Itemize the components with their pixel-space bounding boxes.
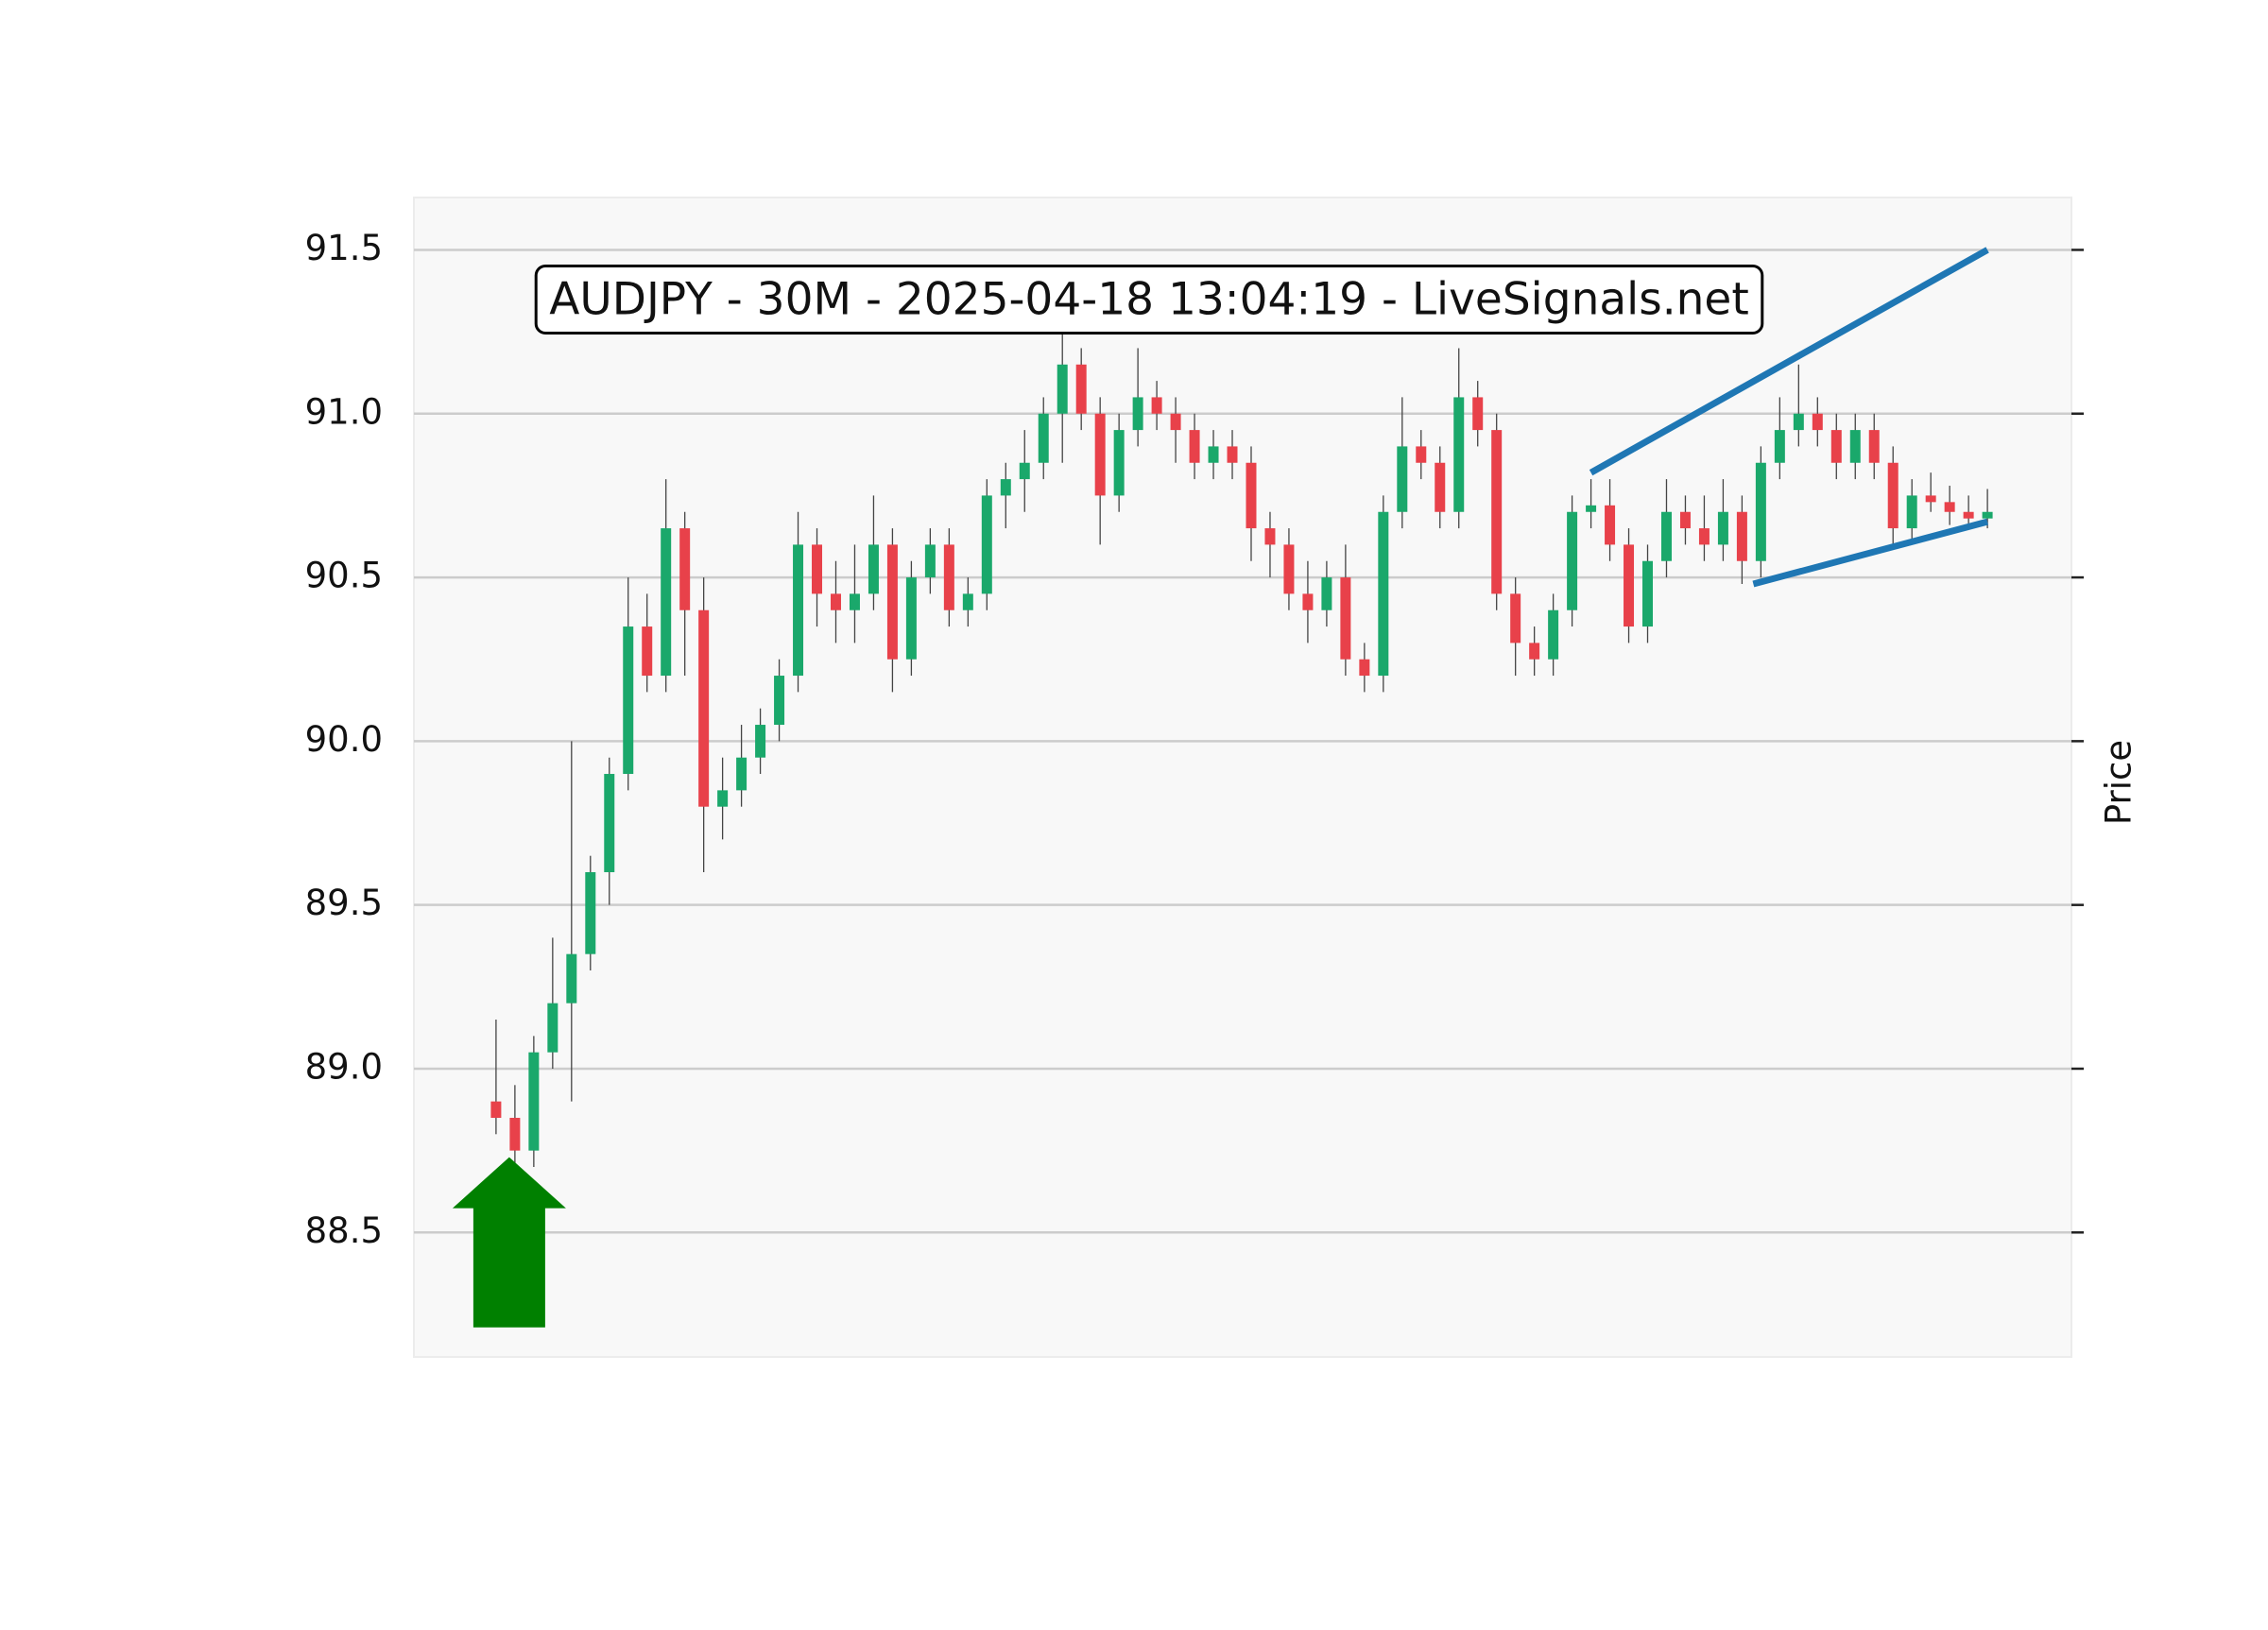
candle-body (585, 872, 596, 954)
candle-body (1660, 511, 1672, 561)
candle-body (1378, 511, 1389, 677)
candle-body (679, 528, 691, 610)
candle-body (1132, 397, 1143, 431)
title-frame (534, 265, 1764, 335)
y-tick-label: 90.5 (305, 556, 383, 596)
candle-body (793, 544, 804, 677)
chart-title: AUDJPY - 30M - 2025-04-18 13:04:19 - Liv… (549, 274, 1749, 326)
candle-body (1717, 511, 1728, 545)
candle-body (1227, 446, 1238, 463)
candle-body (812, 544, 823, 594)
y-tick-label: 89.5 (305, 883, 383, 923)
candle-body (1793, 413, 1804, 431)
candle-body (1642, 560, 1654, 627)
y-axis-label: Price (2099, 740, 2139, 825)
candle-body (1000, 479, 1011, 496)
candle-body (886, 544, 898, 660)
candle-body (1698, 528, 1710, 545)
candle-body (1605, 505, 1616, 545)
candle-body (1906, 495, 1917, 529)
title-box: AUDJPY - 30M - 2025-04-18 13:04:19 - Liv… (534, 265, 1764, 335)
candle-body (1679, 511, 1691, 529)
candle-body (1624, 544, 1635, 627)
candle-body (1113, 430, 1125, 496)
candle-body (1038, 413, 1049, 463)
y-tick-label: 91.0 (305, 391, 383, 432)
candle-body (547, 1003, 558, 1053)
candle-body (962, 593, 973, 610)
candle-body (528, 1052, 540, 1151)
candle-body (1151, 397, 1162, 414)
candle-body (1925, 495, 1936, 503)
candle-body (849, 593, 860, 610)
candle-body (1963, 511, 1974, 519)
candle-body (905, 577, 917, 660)
y-tick-label: 89.0 (305, 1046, 383, 1087)
trend-line (1589, 247, 1989, 476)
candle-body (1435, 462, 1446, 512)
candle-body (1849, 430, 1861, 463)
candle-body (1567, 511, 1578, 610)
candle-body (1887, 462, 1899, 529)
plot-area (413, 197, 2072, 1358)
candle-body (1246, 462, 1257, 529)
candle-body (1075, 364, 1087, 414)
candle-body (1491, 430, 1503, 594)
candle-body (1416, 446, 1427, 463)
candle-body (604, 774, 615, 873)
candle-body (1321, 577, 1332, 610)
candle-body (1397, 446, 1408, 512)
candle-body (1340, 577, 1351, 660)
candle-body (1812, 413, 1823, 431)
candle-body (1283, 544, 1295, 594)
candle-body (1359, 659, 1370, 677)
candle-body (1982, 511, 1993, 519)
candle-body (981, 495, 992, 594)
candle-body (1189, 430, 1200, 463)
candle-body (755, 725, 766, 758)
candle-body (1736, 511, 1747, 561)
candle-body (1302, 593, 1314, 610)
candle-body (1019, 462, 1030, 480)
candle-body (1208, 446, 1219, 463)
candle-body (623, 626, 634, 775)
candle-body (1755, 462, 1766, 561)
candle-body (1170, 413, 1181, 431)
candle-body (1453, 397, 1465, 512)
candle-body (868, 544, 879, 594)
candle-body (1529, 643, 1540, 660)
candle-body (1586, 505, 1597, 512)
y-tick-label: 90.0 (305, 719, 383, 760)
candle-body (1868, 430, 1880, 463)
candle-body (1510, 593, 1521, 643)
candle-body (717, 790, 729, 807)
candle-body (642, 626, 653, 677)
candle-body (924, 544, 936, 578)
candle-body (566, 953, 577, 1004)
candle-body (1774, 430, 1785, 463)
candle-body (1830, 430, 1842, 463)
y-tick-label: 88.5 (305, 1210, 383, 1251)
signal-arrow (452, 1157, 566, 1328)
candle-body (1057, 364, 1068, 414)
candle-body (774, 676, 785, 726)
candle-body (943, 544, 954, 610)
candle-body (509, 1117, 521, 1151)
trend-line (1752, 518, 1989, 588)
candle-body (830, 593, 841, 610)
candle-body (661, 528, 672, 677)
y-tick-label: 91.5 (305, 228, 383, 268)
candle-body (1094, 413, 1106, 496)
candle-body (1944, 502, 1955, 512)
candle-body (1472, 397, 1484, 431)
candle-body (1264, 528, 1276, 545)
candle-body (490, 1101, 502, 1118)
candle-body (1548, 609, 1559, 660)
candle-body (698, 609, 710, 807)
candle-body (736, 757, 747, 791)
